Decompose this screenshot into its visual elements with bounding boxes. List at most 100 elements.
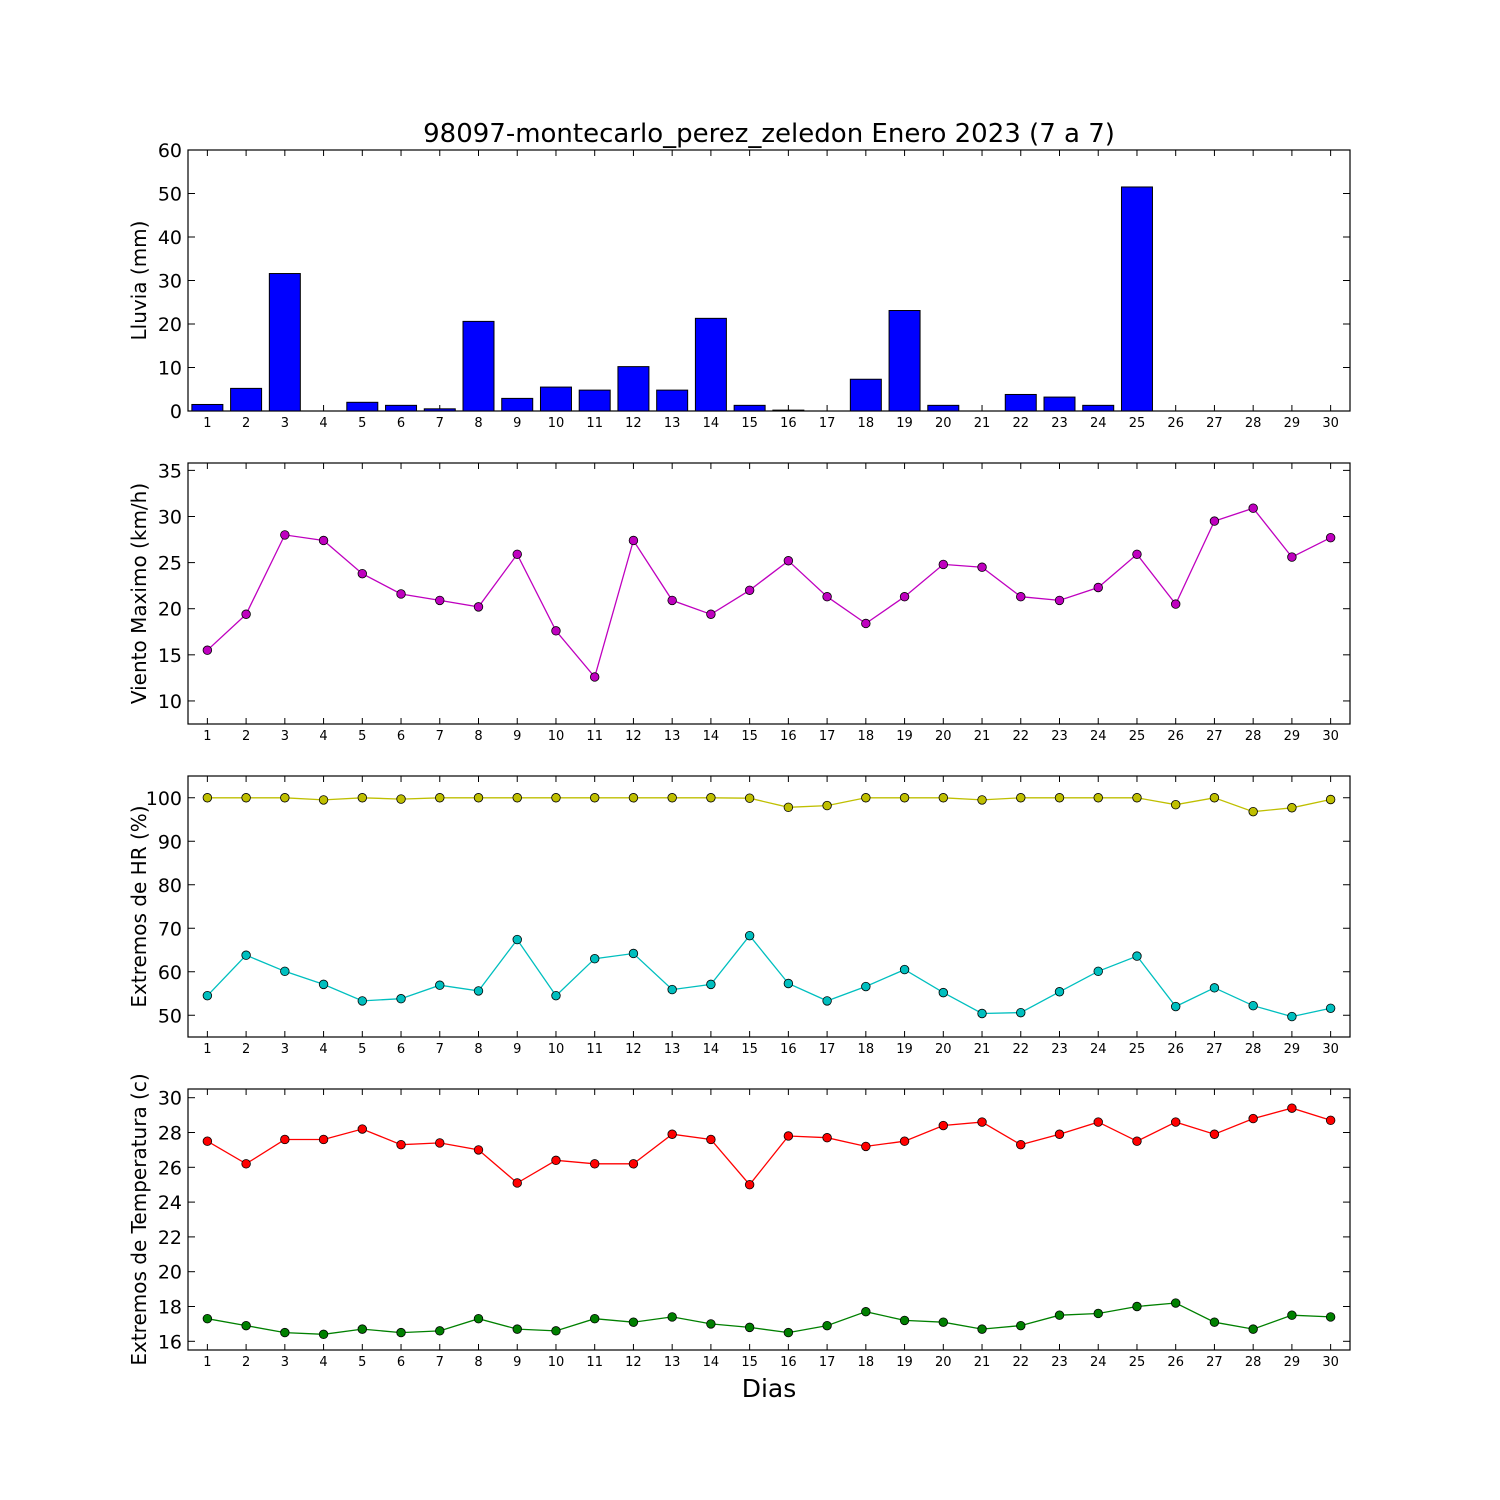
x-tick-label: 22 <box>1012 1042 1029 1057</box>
x-tick-label: 25 <box>1129 1042 1146 1057</box>
data-point <box>1170 800 1181 810</box>
x-tick-label: 28 <box>1245 1355 1262 1370</box>
x-tick-label: 2 <box>242 416 250 431</box>
data-point <box>1170 1298 1181 1308</box>
data-point <box>1248 503 1258 513</box>
x-tick-label: 10 <box>548 1355 565 1370</box>
x-tick-label: 27 <box>1206 1355 1223 1370</box>
data-point <box>318 535 329 546</box>
x-tick-label: 27 <box>1206 729 1223 744</box>
x-tick-label: 12 <box>625 416 642 431</box>
data-point <box>822 1320 832 1331</box>
data-point <box>628 948 639 959</box>
x-tick-label: 29 <box>1284 1355 1301 1370</box>
data-point <box>1170 1117 1181 1127</box>
figure-title: 98097-montecarlo_perez_zeledon Enero 202… <box>423 119 1115 149</box>
x-tick-label: 2 <box>242 1042 250 1057</box>
data-point <box>977 795 987 805</box>
data-point <box>822 996 832 1006</box>
x-tick-label: 23 <box>1051 1355 1068 1370</box>
data-point <box>1209 793 1220 803</box>
data-point <box>551 793 561 803</box>
y-tick-label: 18 <box>158 1297 182 1319</box>
x-tick-label: 14 <box>703 729 720 744</box>
y-tick-label: 30 <box>158 1088 182 1110</box>
bar <box>1082 404 1115 412</box>
plot-frame <box>187 775 1351 1038</box>
data-point <box>318 1134 329 1145</box>
y-tick-label: 0 <box>170 401 182 423</box>
x-tick-label: 11 <box>586 1355 603 1370</box>
x-tick-label: 30 <box>1322 729 1339 744</box>
x-tick-label: 14 <box>703 1042 720 1057</box>
x-tick-label: 9 <box>513 1355 521 1370</box>
data-point <box>706 1134 716 1145</box>
y-tick-label: 50 <box>158 184 182 206</box>
y-tick-label: 15 <box>158 645 182 667</box>
data-point <box>590 954 600 964</box>
x-tick-label: 22 <box>1012 729 1029 744</box>
x-tick-label: 9 <box>513 1042 521 1057</box>
data-point <box>435 1138 445 1148</box>
x-tick-label: 23 <box>1051 416 1068 431</box>
data-point <box>590 1159 600 1169</box>
x-tick-label: 29 <box>1284 729 1301 744</box>
bar <box>849 378 882 412</box>
x-tick-label: 14 <box>703 416 720 431</box>
data-point <box>628 535 639 546</box>
data-point <box>202 793 213 803</box>
x-tick-label: 17 <box>819 729 836 744</box>
x-tick-label: 30 <box>1322 1355 1339 1370</box>
y-axis-label: Viento Maximo (km/h) <box>127 483 151 704</box>
y-tick-label: 40 <box>158 227 182 249</box>
x-tick-label: 20 <box>935 1042 952 1057</box>
x-tick-label: 24 <box>1090 729 1107 744</box>
x-tick-label: 15 <box>741 1042 758 1057</box>
data-point <box>318 979 329 990</box>
x-tick-label: 18 <box>858 416 875 431</box>
data-point <box>706 979 716 990</box>
plot-frame <box>187 1088 1351 1351</box>
x-tick-label: 18 <box>858 1042 875 1057</box>
data-point <box>783 1131 794 1141</box>
y-axis-label: Extremos de HR (%) <box>127 805 151 1007</box>
bar <box>733 404 766 412</box>
data-point <box>861 1141 871 1152</box>
data-point <box>280 1327 290 1338</box>
data-point <box>512 793 522 803</box>
data-point <box>1287 1310 1297 1320</box>
data-point <box>861 618 871 629</box>
y-tick-label: 20 <box>158 1262 182 1284</box>
x-tick-label: 28 <box>1245 729 1262 744</box>
x-tick-label: 21 <box>974 1355 991 1370</box>
data-point <box>357 793 368 803</box>
bar <box>1120 186 1153 412</box>
y-tick-label: 30 <box>158 271 182 293</box>
data-point <box>202 990 213 1001</box>
data-point <box>280 1134 290 1145</box>
x-tick-label: 24 <box>1090 1355 1107 1370</box>
bar <box>230 387 263 412</box>
x-tick-label: 12 <box>625 1042 642 1057</box>
data-point <box>357 568 368 579</box>
data-point <box>1093 966 1103 977</box>
data-point <box>1016 1139 1026 1150</box>
x-tick-label: 15 <box>741 729 758 744</box>
data-point <box>435 980 445 990</box>
y-tick-label: 24 <box>158 1192 182 1214</box>
x-tick-label: 16 <box>780 416 797 431</box>
x-tick-label: 10 <box>548 729 565 744</box>
data-point <box>590 1313 600 1324</box>
data-point <box>1287 803 1297 813</box>
y-tick-label: 16 <box>158 1331 182 1353</box>
data-point <box>899 964 910 975</box>
data-point <box>1287 1103 1297 1113</box>
bar <box>268 273 301 412</box>
data-point <box>1132 1301 1142 1312</box>
data-point <box>1248 1113 1258 1124</box>
data-point <box>822 1133 832 1143</box>
x-tick-label: 26 <box>1167 729 1184 744</box>
bar <box>539 386 572 412</box>
data-point <box>938 793 949 803</box>
